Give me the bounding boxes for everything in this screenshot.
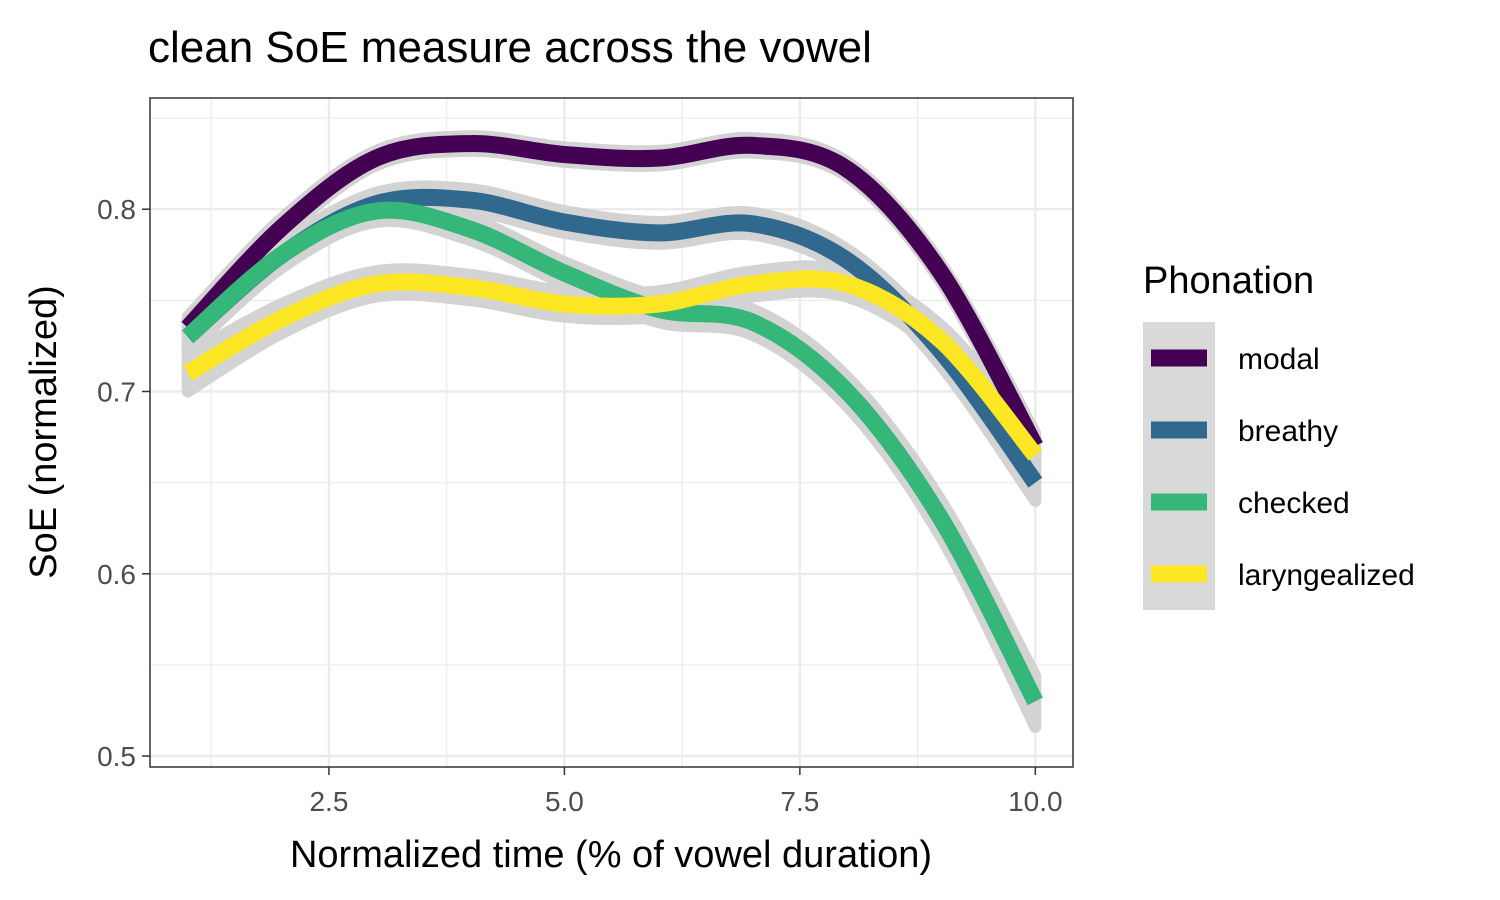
legend-items: modal breathy checked laryngealized: [1151, 343, 1415, 592]
legend-title: Phonation: [1143, 260, 1314, 302]
series-line-laryngealized: [183, 270, 1042, 461]
legend-label-modal: modal: [1238, 343, 1320, 376]
x-tick-label: 10.0: [1008, 786, 1063, 817]
plot-panel: [150, 98, 1073, 767]
y-tick-label: 0.5: [97, 741, 136, 772]
y-axis: 0.5 0.6 0.7 0.8: [97, 194, 150, 772]
y-tick-label: 0.6: [97, 559, 136, 590]
legend-label-checked: checked: [1238, 487, 1350, 520]
x-tick-label: 7.5: [780, 786, 819, 817]
series-line-modal: [181, 135, 1043, 451]
legend-label-breathy: breathy: [1238, 415, 1338, 448]
x-tick-label: 5.0: [545, 786, 584, 817]
major-gridlines: [150, 98, 1073, 767]
y-tick-label: 0.7: [97, 376, 136, 407]
legend-label-laryngealized: laryngealized: [1238, 559, 1415, 592]
plot-border: [149, 97, 1074, 768]
ribbon-breathy: [181, 180, 1042, 507]
legend-key-background: [1143, 322, 1215, 610]
series-lines: [181, 135, 1043, 706]
x-axis: 2.5 5.0 7.5 10.0: [309, 767, 1063, 817]
chart-title: clean SoE measure across the vowel: [148, 23, 872, 72]
x-tick-label: 2.5: [309, 786, 348, 817]
legend: Phonation modal breathy checked laryngealiz…: [1143, 260, 1415, 610]
y-tick-label: 0.8: [97, 194, 136, 225]
x-axis-title: Normalized time (% of vowel duration): [290, 834, 932, 876]
y-axis-title: SoE (normalized): [23, 285, 65, 579]
